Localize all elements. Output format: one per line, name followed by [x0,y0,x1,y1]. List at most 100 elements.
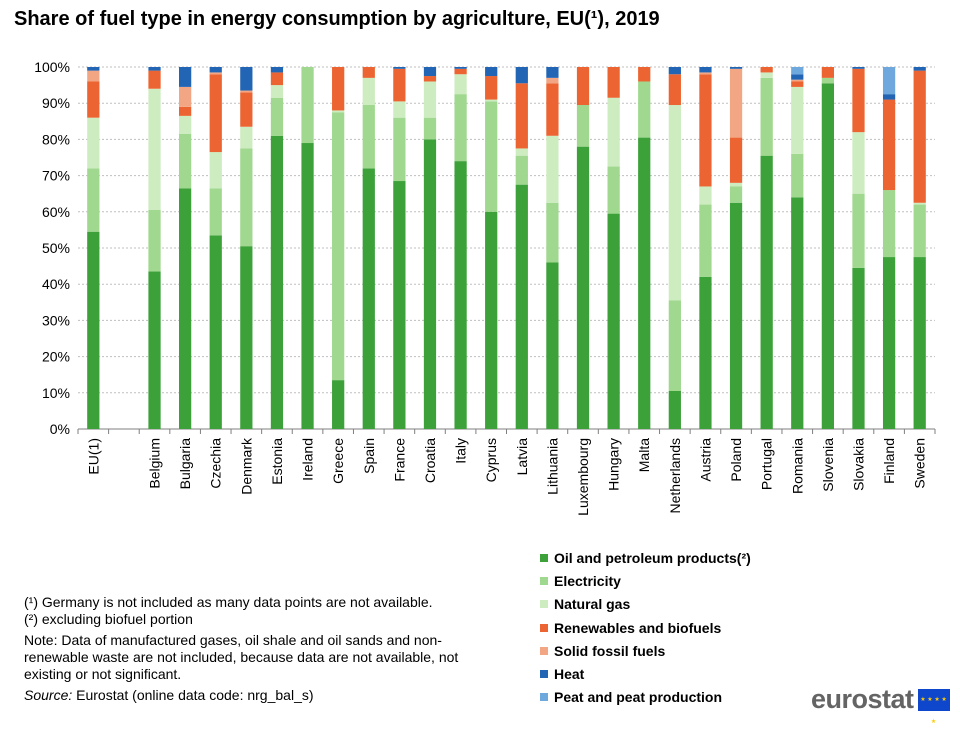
bar-segment [148,70,161,89]
chart-notes: (¹) Germany is not included as many data… [24,594,484,704]
bar-segment [699,74,712,187]
bar-segment [209,152,222,189]
bar-segment [301,67,314,144]
bar-segment [821,83,834,429]
bar-segment [179,188,192,429]
bar-segment [179,133,192,189]
x-category-label: Slovenia [820,438,836,492]
bar-segment [729,137,743,183]
bar-segment [821,67,834,78]
bar-segment [760,67,773,73]
bar-segment [699,186,712,205]
legend-swatch [540,670,548,679]
bar-segment [852,68,865,133]
x-category-label: Spain [361,438,377,474]
x-category-label: EU(1) [85,438,101,475]
x-category-label: Latvia [514,438,530,476]
y-tick-label: 100% [34,59,70,75]
bar-segment [270,85,284,98]
y-tick-label: 0% [50,421,70,437]
bar-segment [546,77,559,84]
y-tick-label: 20% [42,349,70,365]
bar-segment [148,271,161,429]
bar-segment [393,117,406,182]
bar-segment [699,204,712,277]
bar-segment [546,202,559,263]
bar-segment [638,67,651,82]
x-category-label: Greece [330,438,346,484]
bar-segment [454,74,467,95]
bar-segment [332,380,345,429]
x-category-label: Poland [728,438,744,482]
x-category-label: Hungary [606,438,622,491]
bar-segment [546,262,559,429]
bar-segment [485,99,498,102]
bar-segment [423,81,437,118]
legend-label: Oil and petroleum products(²) [554,549,751,566]
bar-segment [209,235,222,429]
bar-segment [760,155,773,429]
bar-segment [362,67,375,78]
legend-item: Heat [540,662,751,685]
y-tick-label: 50% [42,240,70,256]
bar-segment [882,94,896,100]
bar-segment [87,231,100,429]
bar-segment [179,115,192,134]
bar-segment [148,67,161,71]
bar-segment [454,67,467,69]
eurostat-wordmark: eurostat [811,684,914,714]
bar-segment [179,67,192,87]
legend-label: Heat [554,666,585,683]
bar-segment [515,148,528,156]
bar-segment [546,83,559,136]
source-line: Source: Eurostat (online data code: nrg_… [24,687,484,704]
legend-item: Solid fossil fuels [540,639,751,662]
bar-segment [913,202,926,205]
bar-segment [607,213,620,429]
legend-swatch [540,693,548,702]
bar-segment [668,105,681,301]
bar-segment [760,77,773,156]
bar-segment [209,72,222,75]
bar-segment [209,67,222,73]
bar-segment [332,67,345,111]
bar-segment [729,202,743,429]
bar-segment [209,188,222,236]
y-tick-label: 10% [42,385,70,401]
bar-segment [270,135,284,429]
x-category-label: Bulgaria [177,438,193,490]
y-tick-label: 90% [42,95,70,111]
legend-item: Electricity [540,569,751,592]
bar-segment [638,137,651,429]
bar-segment [485,67,498,77]
x-category-label: Romania [789,438,805,494]
x-category-label: Slovakia [850,438,866,491]
bar-segment [882,190,896,258]
x-category-label: France [391,438,407,482]
bar-segment [607,97,620,167]
bar-segment [240,67,253,91]
bar-segment [393,101,406,118]
bar-segment [913,204,926,258]
bar-segment [362,168,375,430]
legend: Oil and petroleum products(²) Electricity… [540,546,751,709]
eurostat-logo: eurostat ★ ★ ★ ★ ★ [811,684,950,725]
bar-segment [913,257,926,429]
bar-segment [423,117,437,140]
bar-segment [485,211,498,429]
legend-swatch [540,576,548,585]
bar-segment [668,390,681,429]
bar-segment [791,197,804,429]
bar-segment [852,67,865,69]
bar-segment [791,74,804,80]
bar-segment [179,86,192,107]
bar-segment [699,276,712,429]
x-category-label: Croatia [422,438,438,483]
bar-segment [668,67,681,75]
bar-segment [576,105,590,147]
bar-segment [607,166,620,214]
bar-segment [362,77,375,106]
bar-segment [240,92,253,127]
bar-segment [270,97,284,136]
bar-segment [423,139,437,429]
